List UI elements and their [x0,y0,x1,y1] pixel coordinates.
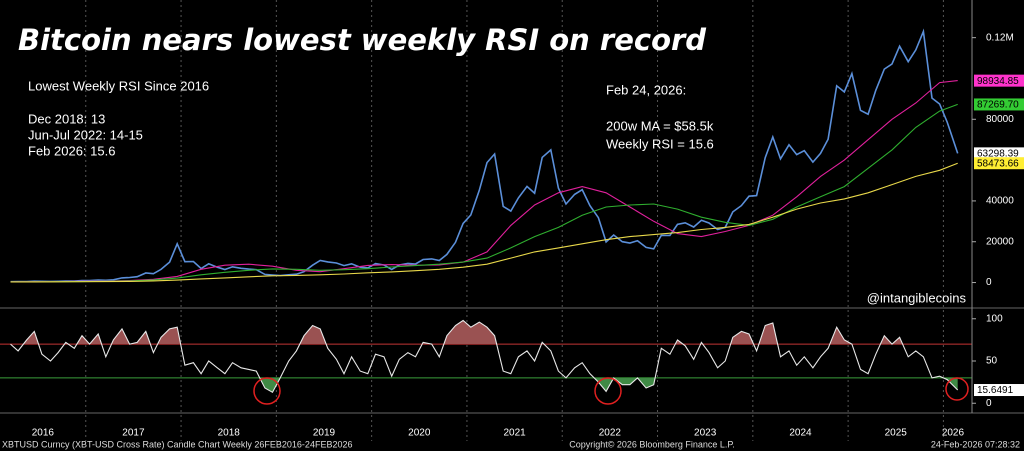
x-tick-label: 2024 [789,428,812,439]
y-tick-label: 50 [986,356,998,367]
x-tick-label: 2023 [694,428,717,439]
price-tag [974,74,1024,87]
footer-left: XBTUSD Curncy (XBT-USD Cross Rate) Candl… [2,439,352,449]
price-tag-label: 58473.66 [977,158,1019,169]
series-line [10,103,958,283]
marks [10,28,959,394]
price-tag-label: 15.6491 [977,385,1014,396]
x-tick-label: 2021 [503,428,526,439]
footer-right: 24-Feb-2026 07:28:32 [931,439,1020,449]
series-line [10,28,959,283]
x-tick-label: 2025 [885,428,908,439]
annotation: Dec 2018: 13 [28,111,105,126]
x-tick-label: 2022 [599,428,622,439]
chart-title: Bitcoin nears lowest weekly RSI on recor… [18,23,706,57]
x-tick-label: 2016 [32,428,55,439]
price-tag [974,384,1024,397]
annotation: Weekly RSI = 15.6 [606,136,714,151]
price-tag [974,157,1024,170]
annotation: Jun-Jul 2022: 14-15 [28,127,143,142]
y-tick-label: 80000 [986,114,1014,125]
highlight-circle [945,377,969,401]
x-tick-label: 2018 [218,428,241,439]
price-tag-label: 87269.70 [977,100,1019,111]
footer-center: Copyright© 2026 Bloomberg Finance L.P. [569,439,735,449]
series-line [10,319,959,394]
series-line [10,80,958,283]
watermark: @intangiblecoins [867,290,967,305]
y-tick-label: 0.12M [986,32,1014,43]
y-tick-label: 40000 [986,196,1014,207]
annotation: 200w MA = $58.5k [606,118,714,133]
series-line [10,162,958,283]
y-tick-label: 0 [986,398,992,409]
x-tick-label: 2020 [408,428,431,439]
highlight-circle [594,377,622,405]
x-tick-label: 2017 [122,428,145,439]
highlight-circle [253,377,281,405]
x-tick-label: 2019 [313,428,336,439]
x-tick-label: 2026 [942,428,965,439]
price-tag [974,147,1024,160]
y-tick-label: 20000 [986,236,1014,247]
overbought-area [10,320,958,345]
y-tick-label: 0 [986,277,992,288]
y-tick-label: 100 [986,313,1003,324]
price-tag-label: 63298.39 [977,149,1019,160]
price-tag-label: 98934.85 [977,76,1019,87]
annotation: Lowest Weekly RSI Since 2016 [28,78,209,93]
annotation: Feb 24, 2026: [606,82,686,97]
annotation: Feb 2026: 15.6 [28,143,115,158]
price-tag [974,98,1024,111]
